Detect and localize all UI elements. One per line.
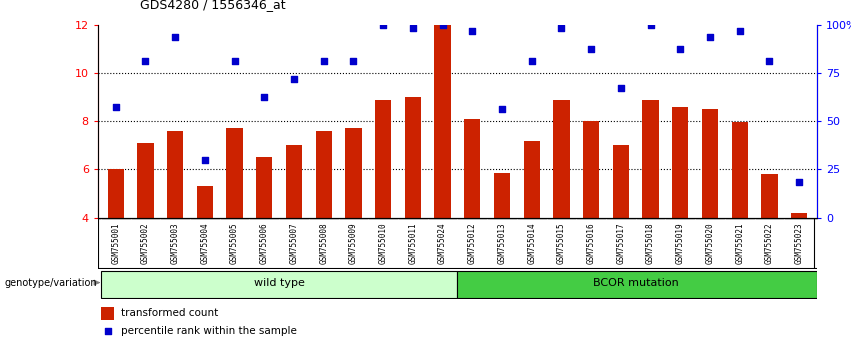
- Bar: [791, 213, 808, 218]
- Point: [703, 34, 717, 40]
- Text: GSM755018: GSM755018: [646, 223, 655, 264]
- Bar: [101, 307, 114, 320]
- Bar: [405, 97, 421, 218]
- Point: [762, 58, 776, 64]
- Point: [792, 179, 806, 184]
- Text: GSM755012: GSM755012: [468, 223, 477, 264]
- Point: [346, 58, 360, 64]
- Text: GSM755020: GSM755020: [705, 223, 715, 264]
- Text: GSM755021: GSM755021: [735, 223, 745, 264]
- Point: [109, 104, 123, 110]
- Point: [495, 106, 509, 112]
- Point: [139, 58, 152, 64]
- Text: GSM755014: GSM755014: [528, 223, 536, 264]
- Point: [643, 22, 657, 28]
- Bar: [197, 186, 213, 218]
- Text: BCOR mutation: BCOR mutation: [593, 279, 678, 289]
- Point: [733, 28, 746, 34]
- Text: GSM755010: GSM755010: [379, 223, 387, 264]
- Bar: [256, 158, 272, 218]
- Point: [525, 58, 539, 64]
- Text: percentile rank within the sample: percentile rank within the sample: [121, 326, 297, 337]
- Text: GSM755023: GSM755023: [795, 223, 803, 264]
- Point: [555, 25, 568, 31]
- Text: transformed count: transformed count: [121, 308, 218, 318]
- Text: GSM755003: GSM755003: [170, 223, 180, 264]
- Text: genotype/variation: genotype/variation: [4, 278, 97, 287]
- Bar: [553, 99, 569, 218]
- Text: GSM755002: GSM755002: [141, 223, 150, 264]
- Point: [101, 329, 115, 334]
- Bar: [523, 141, 540, 218]
- Text: GSM755008: GSM755008: [319, 223, 328, 264]
- Point: [287, 76, 300, 82]
- Text: GSM755005: GSM755005: [230, 223, 239, 264]
- Point: [198, 158, 212, 163]
- Text: GSM755013: GSM755013: [498, 223, 506, 264]
- Text: GSM755001: GSM755001: [111, 223, 120, 264]
- Text: GSM755006: GSM755006: [260, 223, 269, 264]
- Bar: [613, 145, 629, 218]
- Bar: [583, 121, 599, 218]
- Bar: [167, 131, 183, 218]
- Bar: [137, 143, 153, 218]
- Point: [436, 22, 449, 28]
- Point: [258, 94, 271, 100]
- Point: [614, 85, 628, 91]
- Bar: [107, 170, 124, 218]
- Bar: [316, 131, 332, 218]
- Point: [585, 46, 598, 52]
- Point: [317, 58, 330, 64]
- Bar: [100, 270, 457, 298]
- Bar: [732, 122, 748, 218]
- Bar: [643, 99, 659, 218]
- Text: GDS4280 / 1556346_at: GDS4280 / 1556346_at: [140, 0, 286, 11]
- Text: GSM755024: GSM755024: [438, 223, 447, 264]
- Text: GSM755022: GSM755022: [765, 223, 774, 264]
- Text: GSM755007: GSM755007: [289, 223, 299, 264]
- Text: GSM755004: GSM755004: [200, 223, 209, 264]
- Bar: [434, 25, 451, 218]
- Bar: [375, 99, 391, 218]
- Text: GSM755016: GSM755016: [586, 223, 596, 264]
- Point: [406, 25, 420, 31]
- Point: [168, 34, 182, 40]
- Text: GSM755019: GSM755019: [676, 223, 685, 264]
- Point: [376, 22, 390, 28]
- Text: GSM755011: GSM755011: [408, 223, 417, 264]
- Point: [465, 28, 479, 34]
- Bar: [346, 129, 362, 218]
- Text: GSM755015: GSM755015: [557, 223, 566, 264]
- Point: [228, 58, 242, 64]
- Point: [673, 46, 687, 52]
- Bar: [457, 270, 817, 298]
- Bar: [672, 107, 688, 218]
- Bar: [226, 129, 243, 218]
- Bar: [762, 174, 778, 218]
- Bar: [464, 119, 481, 218]
- Bar: [702, 109, 718, 218]
- Bar: [286, 145, 302, 218]
- Text: wild type: wild type: [254, 279, 305, 289]
- Text: GSM755009: GSM755009: [349, 223, 358, 264]
- Text: GSM755017: GSM755017: [616, 223, 625, 264]
- Bar: [494, 173, 510, 218]
